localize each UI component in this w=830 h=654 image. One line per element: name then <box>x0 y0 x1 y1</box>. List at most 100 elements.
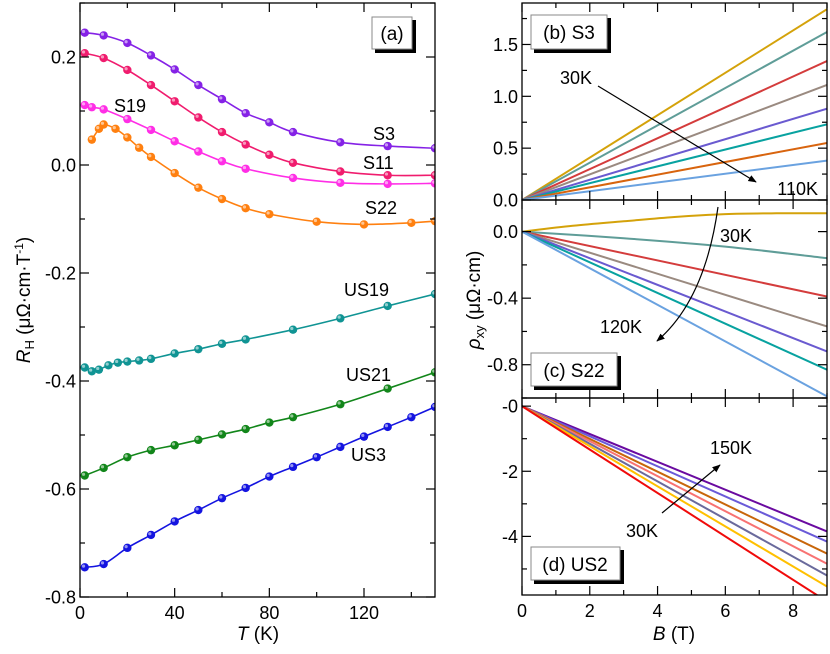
data-point-a-4-2 <box>94 365 104 374</box>
data-point-a-6-8 <box>265 472 274 481</box>
data-point-highlight-a-0-3 <box>148 52 152 56</box>
data-point-a-3-8 <box>194 183 203 192</box>
data-point-a-6-4 <box>170 517 179 526</box>
data-point-a-4-11 <box>241 335 250 344</box>
data-point-highlight-a-5-10 <box>337 401 341 405</box>
series-label-us21: US21 <box>346 365 391 385</box>
data-point-highlight-a-6-14 <box>408 414 412 418</box>
data-point-highlight-a-1-8 <box>266 151 270 156</box>
data-point-highlight-a-1-3 <box>148 82 152 86</box>
data-point-highlight-a-2-11 <box>384 181 389 185</box>
series-line-b-3 <box>522 83 827 200</box>
data-point-highlight-a-2-0 <box>81 102 86 106</box>
data-point-highlight-a-1-10 <box>337 168 341 172</box>
data-point-highlight-a-4-9 <box>195 346 199 350</box>
arrow-b <box>597 85 757 183</box>
series-line-b-7 <box>522 159 827 200</box>
series-group-a <box>80 28 435 572</box>
data-point-highlight-a-3-10 <box>242 205 247 209</box>
data-point-a-4-1 <box>87 367 97 376</box>
data-point-a-0-10 <box>336 138 345 147</box>
data-point-highlight-a-1-2 <box>124 67 128 71</box>
data-point-a-3-2 <box>99 120 108 129</box>
panel-label-a: (a) <box>371 16 416 53</box>
data-point-highlight-a-5-9 <box>290 414 294 418</box>
series-line-d-2 <box>522 405 827 555</box>
series-label-s3: S3 <box>373 124 395 144</box>
data-point-a-3-4 <box>123 133 132 142</box>
data-point-a-1-3 <box>146 80 156 90</box>
data-point-a-0-0 <box>80 28 89 37</box>
data-point-a-6-11 <box>336 442 345 452</box>
data-point-highlight-a-6-11 <box>337 444 341 448</box>
data-point-a-3-13 <box>359 220 369 229</box>
data-point-a-5-1 <box>99 463 108 473</box>
series-line-d-5 <box>522 405 827 588</box>
data-point-a-6-7 <box>241 483 250 493</box>
data-point-highlight-a-1-4 <box>171 98 176 102</box>
data-point-highlight-a-6-6 <box>219 495 223 499</box>
data-point-a-0-7 <box>241 108 250 118</box>
data-point-a-4-4 <box>113 358 123 367</box>
data-point-a-5-2 <box>123 452 132 462</box>
annotation-120k-c: 120K <box>600 317 642 337</box>
data-point-a-4-9 <box>194 344 203 354</box>
y-tick-label-d-0: -0 <box>502 397 518 417</box>
data-point-a-4-7 <box>146 354 156 364</box>
data-point-a-2-3 <box>123 114 132 124</box>
data-point-highlight-a-1-5 <box>195 114 199 118</box>
data-point-a-4-13 <box>336 314 345 323</box>
panel-label-b: (b) S3 <box>530 14 611 53</box>
data-point-highlight-a-3-5 <box>136 144 140 149</box>
series-line-d-1 <box>522 405 827 543</box>
data-point-highlight-a-6-0 <box>81 564 86 568</box>
data-point-a-5-10 <box>336 400 345 409</box>
data-point-a-4-5 <box>123 357 132 366</box>
data-point-highlight-a-4-1 <box>89 368 93 372</box>
series-label-s11: S11 <box>363 153 394 173</box>
data-point-highlight-a-3-7 <box>171 170 176 174</box>
plot-frame-a <box>79 2 436 598</box>
panel-label-c: (c) S22 <box>530 352 621 390</box>
data-point-highlight-a-6-4 <box>171 518 176 522</box>
data-point-a-1-6 <box>217 127 227 137</box>
data-point-highlight-a-5-2 <box>124 454 128 458</box>
series-label-s19: S19 <box>114 96 146 116</box>
series-line-b-6 <box>522 141 827 200</box>
data-point-a-0-2 <box>123 38 132 48</box>
data-point-a-2-9 <box>288 173 298 183</box>
series-group-c <box>522 212 827 398</box>
data-point-a-6-12 <box>359 432 369 441</box>
series-line-c-4 <box>522 230 827 353</box>
y-tick-label-c-2: -0.8 <box>487 355 518 375</box>
data-point-a-0-5 <box>194 80 203 90</box>
annotation-30k-c: 30K <box>720 226 752 246</box>
data-point-a-1-1 <box>99 53 108 63</box>
annotation-b: 30K 110K <box>560 68 818 199</box>
data-point-highlight-a-4-13 <box>337 315 341 319</box>
data-point-a-5-6 <box>217 430 227 439</box>
data-point-highlight-a-6-1 <box>100 561 105 565</box>
y-tick-label-c-1: -0.4 <box>487 289 518 309</box>
y-tick-label-c-0: 0.0 <box>493 222 518 242</box>
data-point-a-6-1 <box>99 559 108 569</box>
series-line-b-5 <box>522 123 827 200</box>
data-point-a-5-3 <box>146 445 156 455</box>
data-point-a-6-0 <box>80 563 89 572</box>
data-point-highlight-a-0-9 <box>290 129 294 133</box>
data-point-a-0-9 <box>288 127 298 137</box>
data-point-highlight-a-6-3 <box>148 532 152 536</box>
data-point-highlight-a-0-5 <box>195 82 199 86</box>
data-point-a-1-0 <box>80 49 89 58</box>
y-tick-label-a-4: -0.6 <box>45 480 76 500</box>
data-point-a-6-14 <box>407 412 416 422</box>
data-point-highlight-a-4-7 <box>148 356 152 360</box>
data-point-highlight-a-2-10 <box>337 180 341 184</box>
data-point-a-4-0 <box>80 363 89 372</box>
data-point-highlight-a-1-0 <box>81 50 86 54</box>
data-point-a-6-13 <box>383 422 392 432</box>
x-tick-label-a-3: 120 <box>349 603 379 623</box>
data-point-a-2-7 <box>217 157 227 166</box>
arrow-d <box>661 464 721 514</box>
data-point-a-4-12 <box>288 325 298 334</box>
